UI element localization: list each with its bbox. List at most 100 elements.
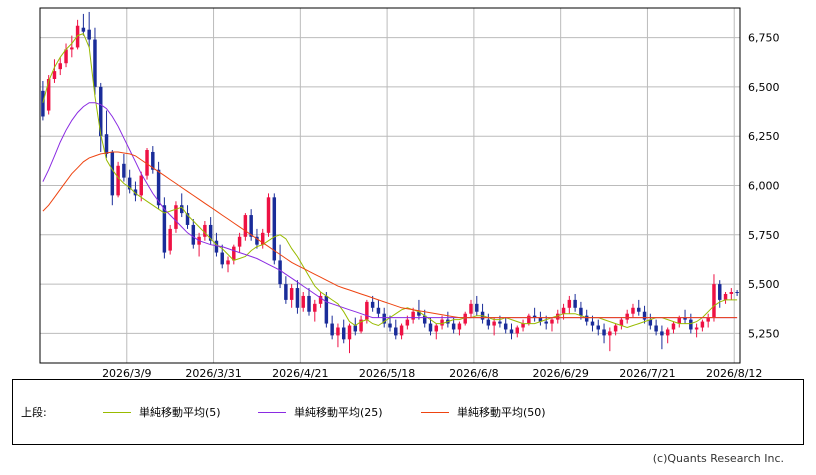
candle-body bbox=[255, 236, 259, 245]
candle-body bbox=[295, 288, 300, 308]
candle-body bbox=[718, 284, 722, 300]
candle-body bbox=[694, 327, 699, 330]
candle-body bbox=[602, 329, 606, 336]
candle-body bbox=[532, 315, 537, 318]
candle-body bbox=[590, 321, 595, 326]
price-chart: 5,250 5,500 5,750 6,000 6,250 6,500 6,750 2026… bbox=[39, 7, 780, 380]
candle-body bbox=[515, 327, 520, 334]
candle-body bbox=[411, 311, 415, 320]
y-tick-label: 6,500 bbox=[748, 81, 780, 94]
candle-body bbox=[706, 317, 710, 322]
candle-body bbox=[428, 323, 433, 332]
moving-average-line bbox=[42, 32, 738, 329]
candles bbox=[41, 11, 739, 354]
grid-lines bbox=[40, 8, 740, 363]
candle-body bbox=[579, 307, 583, 316]
candle-body bbox=[99, 86, 103, 137]
candle-body bbox=[422, 315, 427, 324]
candle-body bbox=[289, 288, 294, 300]
candle-body bbox=[139, 175, 143, 196]
legend-label-ma25: 単純移動平均(25) bbox=[294, 406, 383, 419]
candle-body bbox=[226, 260, 230, 265]
plot-frame bbox=[39, 7, 741, 364]
candle-body bbox=[689, 319, 693, 330]
candle-body bbox=[457, 323, 462, 330]
candle-body bbox=[232, 246, 236, 261]
candle-body bbox=[272, 197, 277, 261]
candle-body bbox=[341, 327, 346, 340]
candle-body bbox=[359, 319, 363, 332]
candle-body bbox=[174, 205, 178, 229]
candle-body bbox=[700, 321, 705, 328]
candle-body bbox=[313, 303, 317, 312]
candle-body bbox=[538, 317, 543, 322]
candle-body bbox=[723, 293, 728, 300]
candle-body bbox=[249, 215, 253, 237]
candle-body bbox=[307, 295, 311, 312]
candle-body bbox=[376, 307, 381, 314]
candle-body bbox=[87, 29, 91, 40]
candle-body bbox=[637, 307, 641, 312]
candle-body bbox=[64, 49, 68, 64]
candle-body bbox=[613, 325, 618, 332]
candle-body bbox=[81, 27, 86, 32]
legend-item-ma5: 単純移動平均(5) bbox=[103, 404, 221, 420]
x-tick-label: 2026/3/9 bbox=[102, 367, 151, 380]
legend-swatch-ma50 bbox=[421, 411, 449, 413]
y-tick-label: 6,000 bbox=[748, 180, 780, 193]
candle-body bbox=[220, 252, 224, 265]
candle-body bbox=[284, 284, 288, 300]
candle-body bbox=[58, 63, 62, 70]
candle-body bbox=[631, 307, 635, 314]
x-tick-label: 2026/8/12 bbox=[706, 367, 762, 380]
candle-body bbox=[608, 331, 612, 336]
candle-body bbox=[330, 323, 334, 336]
candle-body bbox=[353, 325, 358, 332]
candle-body bbox=[365, 301, 369, 320]
candle-body bbox=[75, 25, 80, 48]
candle-body bbox=[729, 292, 734, 294]
candle-body bbox=[110, 151, 115, 196]
candle-body bbox=[191, 224, 196, 245]
x-tick-label: 2026/6/8 bbox=[449, 367, 498, 380]
candle-body bbox=[145, 150, 149, 176]
candle-body bbox=[301, 295, 305, 308]
candle-body bbox=[133, 189, 138, 196]
candle-body bbox=[492, 321, 496, 326]
candle-body bbox=[556, 313, 560, 320]
candle-body bbox=[648, 319, 653, 326]
candle-body bbox=[417, 311, 421, 316]
candle-body bbox=[237, 236, 242, 247]
x-tick-label: 2026/7/21 bbox=[619, 367, 675, 380]
y-tick-label: 5,250 bbox=[748, 327, 780, 340]
candle-body bbox=[475, 303, 479, 312]
candle-body bbox=[683, 317, 687, 320]
candle-body bbox=[561, 307, 566, 314]
candle-body bbox=[712, 284, 716, 318]
candle-body bbox=[370, 301, 375, 308]
candle-body bbox=[573, 299, 577, 308]
moving-average-line bbox=[42, 102, 738, 319]
candle-body bbox=[104, 134, 109, 154]
legend-label-ma5: 単純移動平均(5) bbox=[139, 406, 221, 419]
legend-swatch-ma25 bbox=[258, 411, 286, 413]
candle-body bbox=[46, 79, 51, 111]
candle-body bbox=[278, 260, 282, 285]
candle-body bbox=[185, 213, 190, 225]
y-tick-label: 6,250 bbox=[748, 130, 780, 143]
candle-body bbox=[203, 224, 207, 237]
candle-body bbox=[625, 313, 629, 320]
candle-body bbox=[382, 313, 386, 324]
candle-body bbox=[735, 292, 739, 293]
moving-average-lines bbox=[42, 32, 738, 329]
candle-body bbox=[162, 205, 167, 253]
candle-body bbox=[463, 313, 467, 324]
candle-body bbox=[388, 323, 392, 328]
candle-body bbox=[399, 325, 404, 336]
candle-body bbox=[93, 39, 97, 87]
candle-body bbox=[671, 323, 676, 330]
candle-body bbox=[260, 232, 265, 245]
candle-body bbox=[527, 315, 531, 324]
candle-body bbox=[503, 323, 508, 330]
candle-body bbox=[660, 331, 664, 336]
